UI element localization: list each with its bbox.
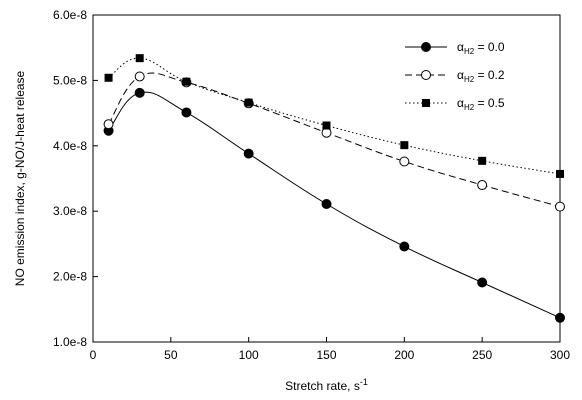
legend-label: αH2 = 0.5 xyxy=(457,96,505,112)
data-point xyxy=(477,277,488,288)
y-tick-label: 1.0e-8 xyxy=(53,335,87,349)
data-point xyxy=(321,199,332,210)
data-point xyxy=(243,148,254,159)
data-point xyxy=(181,107,192,118)
y-tick-label: 2.0e-8 xyxy=(53,270,87,284)
legend-marker xyxy=(421,42,431,52)
data-point xyxy=(478,156,487,165)
data-point xyxy=(399,241,410,252)
series-line xyxy=(108,72,561,208)
x-tick-label: 100 xyxy=(239,348,259,362)
data-point xyxy=(322,121,331,130)
data-point xyxy=(134,71,145,82)
series-group xyxy=(103,54,565,323)
axes xyxy=(92,14,561,343)
y-tick-label: 3.0e-8 xyxy=(53,204,87,218)
data-point xyxy=(321,127,332,138)
data-point xyxy=(555,201,565,212)
legend-item-1: αH2 = 0.2 xyxy=(405,68,505,84)
data-point xyxy=(400,141,409,150)
x-tick-label: 250 xyxy=(472,348,492,362)
axis-titles: Stretch rate, s-1 NO emission index, g-N… xyxy=(13,70,368,393)
series-2 xyxy=(104,54,564,178)
x-tick-label: 150 xyxy=(316,348,336,362)
x-axis-title-superscript: -1 xyxy=(360,377,368,387)
x-tick-label: 200 xyxy=(394,348,414,362)
series-0 xyxy=(103,87,565,323)
legend-marker xyxy=(421,70,431,80)
y-tick-label: 4.0e-8 xyxy=(53,139,87,153)
data-point xyxy=(104,73,113,82)
data-point xyxy=(477,180,488,191)
series-line xyxy=(108,91,561,319)
legend-label: αH2 = 0.2 xyxy=(457,68,505,84)
x-axis-title-text: Stretch rate, s xyxy=(285,379,360,393)
series-1 xyxy=(103,71,565,212)
data-point xyxy=(182,77,191,86)
y-tick-label: 5.0e-8 xyxy=(53,73,87,87)
x-axis-title: Stretch rate, s-1 xyxy=(285,377,368,393)
y-tick-label: 6.0e-8 xyxy=(53,8,87,22)
data-point xyxy=(134,87,145,98)
legend: αH2 = 0.0 αH2 = 0.2 αH2 = 0.5 xyxy=(405,40,505,112)
data-point xyxy=(244,98,253,107)
tick-marks xyxy=(92,14,561,343)
x-tick-label: 50 xyxy=(164,348,178,362)
x-tick-label: 0 xyxy=(90,348,97,362)
y-axis-title: NO emission index, g-NO/J-heat release xyxy=(13,70,27,286)
data-point xyxy=(556,169,564,178)
x-tick-label: 300 xyxy=(550,348,570,362)
legend-item-2: αH2 = 0.5 xyxy=(405,96,505,112)
data-point xyxy=(135,54,144,63)
legend-label: αH2 = 0.0 xyxy=(457,40,505,56)
data-point xyxy=(103,119,114,130)
data-point xyxy=(399,156,410,167)
plot-frame xyxy=(92,14,561,343)
data-point xyxy=(555,312,565,323)
legend-marker xyxy=(422,99,430,107)
legend-item-0: αH2 = 0.0 xyxy=(405,40,505,56)
tick-labels: 0 50 100 150 200 250 300 1.0e-8 2.0e-8 3.0e-8 4.0e… xyxy=(53,8,570,362)
